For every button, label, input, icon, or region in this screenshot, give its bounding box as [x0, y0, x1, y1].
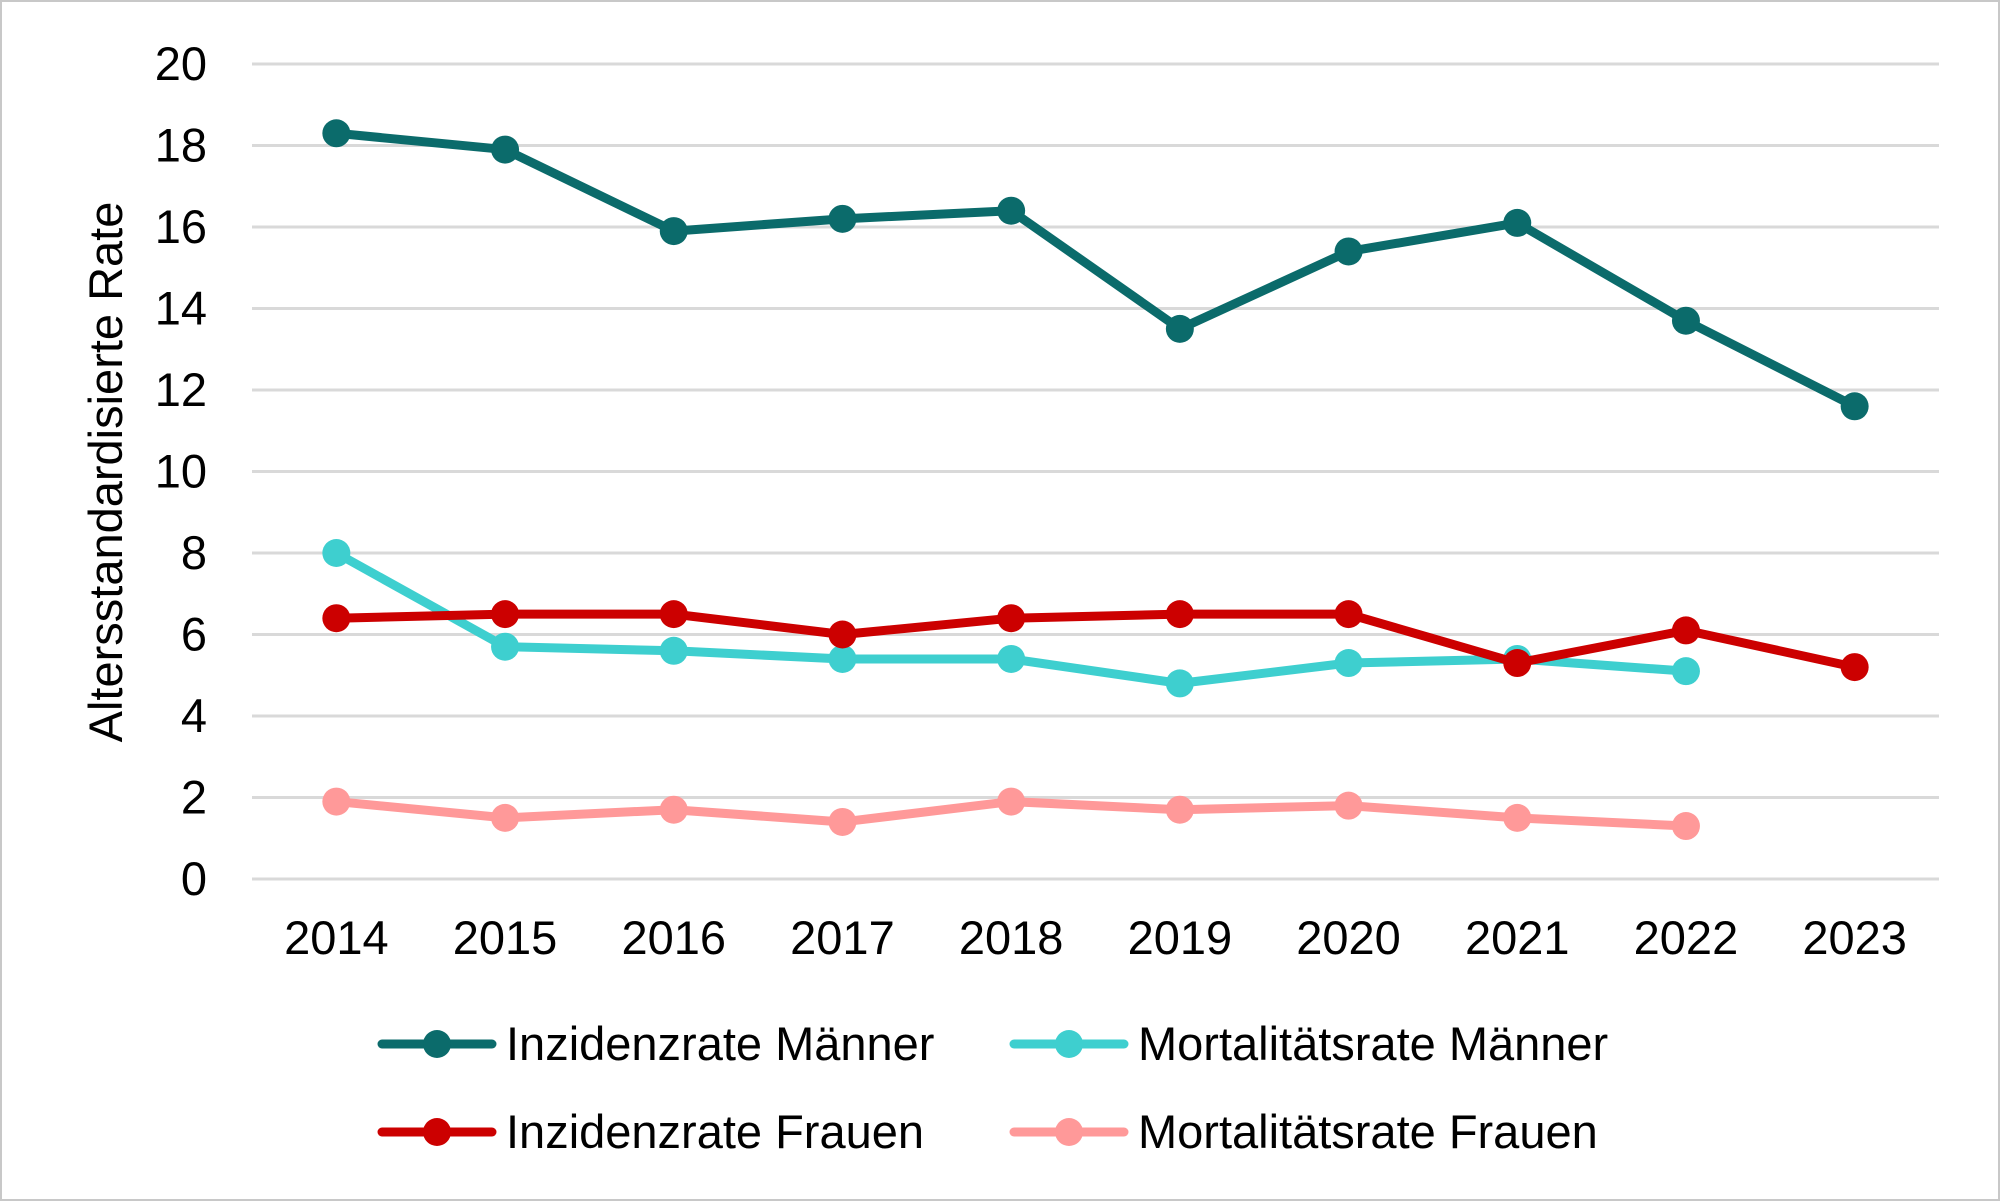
- data-point: [659, 636, 688, 665]
- data-point: [659, 600, 688, 629]
- data-point: [828, 807, 857, 836]
- data-point: [1503, 208, 1532, 237]
- data-point: [1671, 657, 1700, 686]
- data-point: [1840, 392, 1869, 421]
- data-point: [997, 644, 1026, 673]
- data-point: [322, 604, 351, 633]
- y-axis-ticks: 0 2 4 6 8 10 12 14 16 18 20: [155, 37, 207, 905]
- legend-label: Inzidenzrate Männer: [506, 1017, 934, 1070]
- data-point: [491, 632, 520, 661]
- data-point: [1165, 669, 1194, 698]
- y-tick-label: 16: [155, 200, 207, 253]
- x-tick-label: 2023: [1802, 911, 1907, 964]
- x-tick-label: 2018: [959, 911, 1064, 964]
- gridlines: [252, 62, 1939, 881]
- data-point: [997, 604, 1026, 633]
- data-point: [1334, 600, 1363, 629]
- data-point: [828, 620, 857, 649]
- data-point: [1671, 616, 1700, 645]
- legend-item: Mortalitätsrate Frauen: [1009, 1105, 1598, 1158]
- data-point: [491, 135, 520, 164]
- y-tick-label: 20: [155, 37, 207, 90]
- data-point: [997, 196, 1026, 225]
- data-point: [828, 644, 857, 673]
- y-axis-title: Altersstandardisierte Rate: [79, 202, 132, 743]
- data-point: [1840, 653, 1869, 682]
- legend-item: Inzidenzrate Männer: [377, 1017, 934, 1070]
- data-point: [1671, 306, 1700, 335]
- legend-item: Mortalitätsrate Männer: [1009, 1017, 1608, 1070]
- legend-label: Mortalitätsrate Männer: [1138, 1017, 1608, 1070]
- data-point: [659, 795, 688, 824]
- legend-label: Mortalitätsrate Frauen: [1138, 1105, 1598, 1158]
- data-point: [1165, 600, 1194, 629]
- data-point: [1165, 314, 1194, 343]
- data-point: [491, 803, 520, 832]
- series-line: [331, 128, 1860, 411]
- data-point: [997, 787, 1026, 816]
- series-1: [322, 119, 1869, 421]
- data-point: [828, 204, 857, 233]
- y-tick-label: 8: [181, 526, 207, 579]
- data-point: [322, 787, 351, 816]
- x-tick-label: 2016: [621, 911, 726, 964]
- legend-swatch-marker: [1055, 1030, 1083, 1058]
- series-2: [322, 539, 1700, 698]
- x-tick-label: 2017: [790, 911, 895, 964]
- legend-swatch-marker: [423, 1118, 451, 1146]
- y-tick-label: 14: [155, 282, 207, 335]
- series-4: [322, 787, 1700, 841]
- y-tick-label: 18: [155, 119, 207, 172]
- x-tick-label: 2020: [1296, 911, 1401, 964]
- data-point: [659, 217, 688, 246]
- y-tick-label: 2: [181, 771, 207, 824]
- y-tick-label: 12: [155, 363, 207, 416]
- data-point: [1503, 649, 1532, 678]
- data-point: [1165, 795, 1194, 824]
- x-tick-label: 2021: [1465, 911, 1570, 964]
- legend-item: Inzidenzrate Frauen: [377, 1105, 924, 1158]
- data-point: [1503, 803, 1532, 832]
- data-point: [1334, 791, 1363, 820]
- x-tick-label: 2015: [453, 911, 558, 964]
- series-line: [331, 609, 1860, 672]
- data-point: [322, 119, 351, 148]
- data-point: [322, 539, 351, 567]
- x-tick-label: 2014: [284, 911, 389, 964]
- y-tick-label: 0: [181, 852, 207, 905]
- data-point: [1334, 237, 1363, 266]
- legend-swatch-marker: [1055, 1118, 1083, 1146]
- legend-swatch-marker: [423, 1030, 451, 1058]
- x-tick-label: 2019: [1128, 911, 1233, 964]
- data-point: [491, 600, 520, 629]
- y-tick-label: 4: [181, 689, 207, 742]
- x-tick-label: 2022: [1634, 911, 1739, 964]
- data-point: [1671, 812, 1700, 841]
- legend: Inzidenzrate Männer Mortalitätsrate Männe…: [377, 1017, 1608, 1158]
- series-3: [322, 600, 1869, 682]
- legend-label: Inzidenzrate Frauen: [506, 1105, 924, 1158]
- x-axis-ticks: 2014 2015 2016 2017 2018 2019 2020 2021 2022 2023: [284, 911, 1907, 964]
- data-point: [1334, 649, 1363, 678]
- series-lines: [322, 119, 1869, 841]
- y-tick-label: 6: [181, 608, 207, 661]
- y-tick-label: 10: [155, 445, 207, 498]
